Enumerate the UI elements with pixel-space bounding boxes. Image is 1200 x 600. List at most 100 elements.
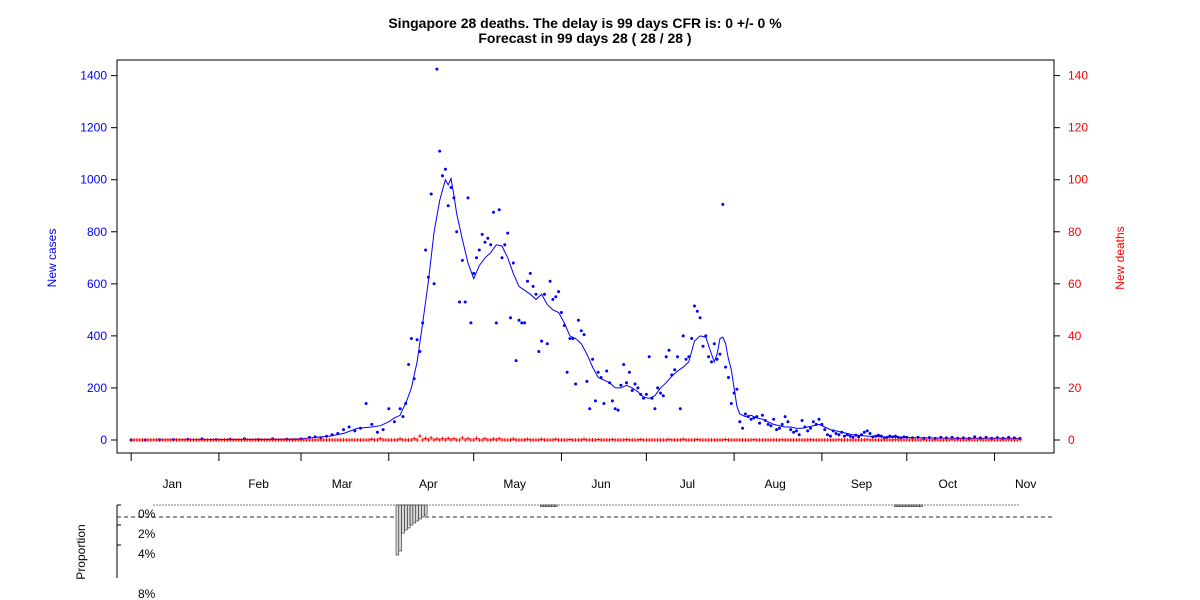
new-cases-point bbox=[545, 342, 549, 346]
new-cases-point bbox=[738, 420, 742, 424]
new-cases-point bbox=[599, 376, 603, 379]
new-cases-point bbox=[927, 436, 931, 440]
new-cases-point bbox=[984, 435, 988, 439]
new-cases-point bbox=[593, 399, 597, 403]
new-cases-point bbox=[426, 275, 430, 279]
proportion-bar bbox=[548, 504, 552, 507]
y-tick-label: 1200 bbox=[80, 121, 107, 135]
new-deaths-point bbox=[678, 437, 683, 442]
new-cases-point bbox=[540, 339, 544, 343]
x-month-label: Oct bbox=[939, 477, 958, 491]
new-cases-point bbox=[401, 415, 405, 419]
new-cases-point bbox=[656, 386, 660, 390]
left-axis: 0 200 400 600 800 1000 1200 1400 bbox=[80, 69, 117, 447]
new-cases-point bbox=[511, 261, 515, 265]
new-cases-point bbox=[704, 334, 708, 338]
proportion-bar bbox=[424, 504, 428, 516]
proportion-bar bbox=[910, 504, 915, 507]
new-cases-point bbox=[466, 196, 470, 200]
new-cases-point bbox=[364, 402, 368, 405]
new-cases-point bbox=[772, 417, 776, 421]
new-cases-point bbox=[325, 434, 328, 438]
new-cases-point bbox=[554, 295, 558, 299]
new-cases-point bbox=[387, 407, 391, 411]
new-cases-point bbox=[664, 355, 668, 359]
new-deaths-point bbox=[474, 436, 479, 441]
new-cases-point bbox=[792, 430, 796, 434]
new-deaths-point bbox=[610, 437, 615, 442]
new-cases-point bbox=[483, 240, 487, 244]
new-cases-point bbox=[500, 256, 504, 260]
y2-tick-label: 0 bbox=[1068, 433, 1075, 447]
new-cases-point bbox=[415, 338, 419, 342]
y-tick-label: 200 bbox=[87, 381, 107, 395]
new-cases-point bbox=[653, 407, 657, 411]
new-cases-point bbox=[619, 383, 623, 387]
y2-tick-label: 20 bbox=[1068, 381, 1082, 395]
new-cases-point bbox=[313, 435, 317, 439]
y-tick-label: 800 bbox=[87, 225, 107, 239]
new-cases-point bbox=[644, 392, 648, 396]
new-cases-point bbox=[676, 355, 679, 359]
new-deaths-point bbox=[460, 435, 465, 440]
y-tick-label: 400 bbox=[87, 329, 107, 343]
new-deaths-point bbox=[525, 437, 530, 442]
new-cases-point bbox=[826, 433, 829, 437]
new-cases-point bbox=[585, 379, 589, 383]
plot-frame bbox=[116, 59, 1055, 454]
new-cases-point bbox=[475, 256, 478, 260]
new-deaths-point bbox=[553, 437, 558, 442]
new-deaths-point bbox=[522, 437, 527, 442]
new-deaths-point bbox=[621, 437, 626, 442]
new-cases-point bbox=[916, 435, 920, 439]
new-cases-point bbox=[381, 428, 385, 432]
new-cases-point bbox=[743, 412, 747, 416]
new-cases-point bbox=[435, 67, 439, 71]
new-cases-point bbox=[902, 435, 906, 439]
proportion-bar bbox=[908, 504, 912, 507]
new-cases-point bbox=[673, 368, 677, 372]
new-cases-point bbox=[837, 433, 841, 437]
new-cases-point bbox=[458, 300, 461, 304]
proportion-bar bbox=[401, 504, 405, 534]
new-cases-point bbox=[687, 355, 691, 359]
proportion-bar bbox=[919, 504, 923, 507]
new-cases-point bbox=[845, 433, 849, 437]
y-tick-label: 1000 bbox=[80, 173, 107, 187]
new-cases-point bbox=[707, 355, 711, 359]
new-deaths-point bbox=[480, 437, 485, 442]
new-cases-point bbox=[950, 435, 954, 439]
new-cases-point bbox=[681, 334, 685, 338]
proportion-bar bbox=[418, 504, 422, 520]
new-cases-point bbox=[353, 429, 357, 433]
new-cases-point bbox=[308, 435, 311, 439]
new-cases-point bbox=[625, 381, 628, 385]
new-cases-point bbox=[803, 425, 807, 429]
new-cases-point bbox=[899, 436, 903, 440]
proportion-bar bbox=[395, 504, 400, 556]
y2-tick-label: 140 bbox=[1068, 69, 1088, 83]
new-deaths-point bbox=[366, 437, 371, 442]
proportion-bar bbox=[551, 504, 555, 507]
new-deaths-point bbox=[429, 435, 434, 440]
new-cases-point bbox=[741, 426, 745, 430]
new-cases-point bbox=[551, 297, 555, 301]
new-cases-point bbox=[429, 192, 433, 196]
new-cases-point bbox=[591, 357, 595, 361]
new-cases-point bbox=[392, 420, 396, 424]
new-cases-point bbox=[894, 434, 897, 438]
proportion-bar bbox=[905, 504, 909, 507]
new-cases-point bbox=[995, 436, 999, 440]
new-deaths-point bbox=[511, 436, 516, 441]
new-cases-point bbox=[407, 363, 411, 366]
new-deaths-point bbox=[488, 437, 493, 442]
new-deaths-point bbox=[695, 437, 700, 442]
new-deaths-point bbox=[409, 437, 414, 442]
x-month-label: Aug bbox=[764, 477, 785, 491]
proportion-bar bbox=[545, 504, 550, 507]
new-cases-point bbox=[557, 290, 561, 294]
new-cases-point bbox=[579, 329, 583, 333]
new-cases-point bbox=[506, 231, 510, 235]
new-deaths-point bbox=[567, 437, 572, 442]
new-deaths-point bbox=[443, 437, 448, 442]
